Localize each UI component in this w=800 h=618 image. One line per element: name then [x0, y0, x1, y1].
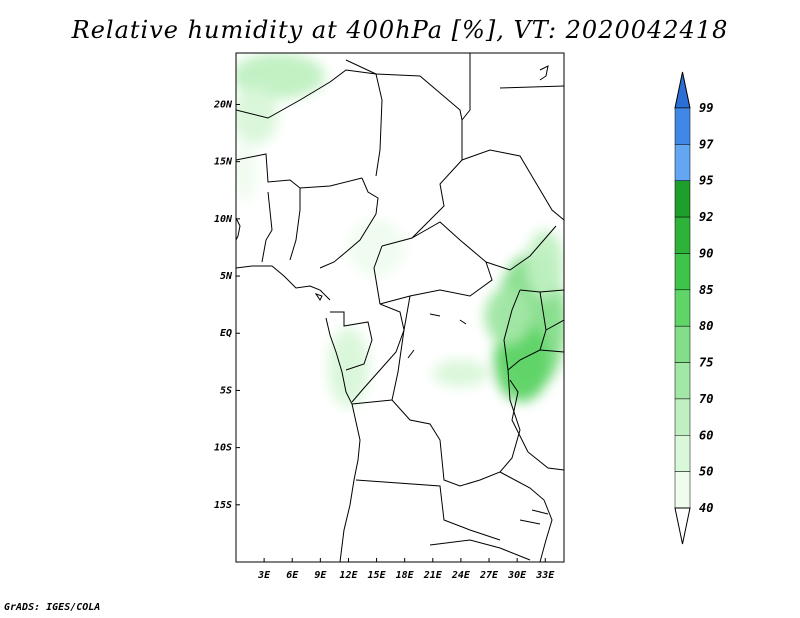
colorbar-bottom-arrow	[674, 507, 691, 545]
lon-tick-label: 18E	[396, 570, 415, 581]
lat-tick-label: 10S	[214, 443, 232, 454]
lon-tick-label: 30E	[507, 570, 527, 581]
colorbar-label: 70	[699, 392, 713, 406]
lon-tick-label: 6E	[286, 570, 299, 581]
colorbar-label: 80	[699, 319, 713, 333]
lon-tick-label: 15E	[368, 570, 387, 581]
lat-tick-label: 15N	[214, 157, 233, 168]
colorbar-segment	[674, 362, 691, 400]
humidity-region	[432, 359, 490, 387]
colorbar-segment	[674, 144, 691, 181]
lat-tick-label: 10N	[214, 214, 233, 225]
colorbar-label: 90	[699, 246, 713, 260]
lat-tick-label: 5N	[220, 271, 233, 282]
colorbar-segment	[674, 289, 691, 327]
colorbar-segment	[674, 435, 691, 472]
map-frame	[235, 52, 565, 563]
lat-tick-label: EQ	[220, 328, 232, 339]
colorbar-label: 40	[699, 501, 713, 515]
colorbar-segment	[674, 398, 691, 436]
colorbar-segment	[674, 253, 691, 291]
lat-tick-label: 20N	[213, 99, 233, 110]
colorbar-label: 92	[699, 210, 713, 224]
colorbar-label: 85	[699, 283, 713, 297]
colorbar-label: 75	[699, 356, 713, 370]
humidity-region	[526, 230, 564, 299]
lon-tick-label: 27E	[479, 570, 499, 581]
lon-tick-label: 12E	[339, 570, 358, 581]
grads-credit: GrADS: IGES/COLA	[4, 602, 101, 613]
colorbar-label: 99	[699, 101, 713, 115]
country-borders	[236, 53, 564, 562]
colorbar-label: 95	[699, 174, 713, 188]
humidity-region	[327, 327, 370, 408]
humidity-region	[236, 87, 279, 145]
lon-tick-label: 21E	[423, 570, 443, 581]
colorbar-segment	[674, 180, 691, 218]
colorbar: 99 97 95 92 90 85 80 75 70 60 50 40	[674, 71, 714, 545]
lon-tick-label: 33E	[535, 570, 555, 581]
lon-tick-label: 3E	[257, 570, 271, 581]
colorbar-top-arrow	[674, 71, 691, 109]
humidity-shading	[236, 53, 564, 408]
humidity-region	[484, 287, 532, 345]
colorbar-segment	[674, 107, 691, 145]
lon-tick-label: 9E	[314, 570, 327, 581]
colorbar-segment	[674, 471, 691, 509]
lat-tick-label: 5S	[220, 385, 232, 396]
colorbar-label: 97	[699, 137, 714, 151]
colorbar-label: 60	[699, 428, 713, 442]
colorbar-segment	[674, 216, 691, 254]
longitude-axis: 3E 6E 9E 12E 15E 18E 21E 24E 27E 30E 33E	[257, 558, 555, 581]
latitude-axis: 20N 15N 10N 5N EQ 5S 10S 15S	[213, 99, 240, 511]
humidity-region	[236, 144, 257, 202]
lon-tick-label: 24E	[451, 570, 471, 581]
colorbar-label: 50	[699, 465, 713, 479]
lat-tick-label: 15S	[214, 500, 232, 511]
humidity-region	[348, 218, 405, 277]
colorbar-segment	[674, 325, 691, 363]
humidity-region	[236, 53, 326, 99]
map-title: Relative humidity at 400hPa [%], VT: 202…	[71, 16, 729, 44]
